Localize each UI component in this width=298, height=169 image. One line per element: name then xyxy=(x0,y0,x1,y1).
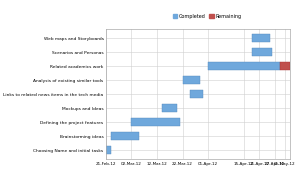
Bar xyxy=(106,147,111,154)
Bar xyxy=(183,76,201,84)
Bar xyxy=(252,48,272,56)
Legend: Completed, Remaining: Completed, Remaining xyxy=(171,12,243,21)
Bar xyxy=(190,90,203,98)
Bar xyxy=(111,132,139,140)
Bar xyxy=(162,104,177,112)
Bar xyxy=(208,62,280,70)
Bar xyxy=(252,34,270,42)
Bar xyxy=(280,62,290,70)
Bar xyxy=(131,118,180,126)
